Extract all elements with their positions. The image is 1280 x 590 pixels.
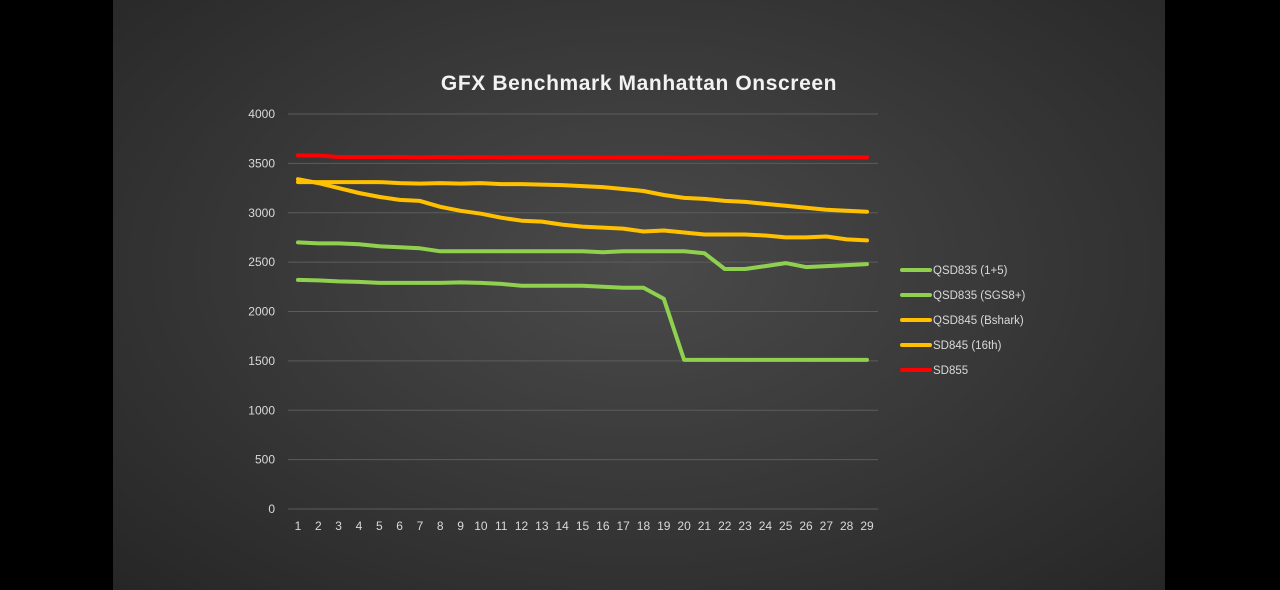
chart-panel: GFX Benchmark Manhattan Onscreen 0 500 100… xyxy=(113,0,1165,590)
x-tick-label: 4 xyxy=(356,519,363,533)
x-tick-label: 26 xyxy=(799,519,813,533)
x-tick-label: 22 xyxy=(718,519,732,533)
x-tick-label: 20 xyxy=(677,519,691,533)
y-tick-label: 0 xyxy=(268,502,275,516)
y-tick-label: 500 xyxy=(255,453,275,467)
x-tick-label: 29 xyxy=(860,519,874,533)
x-tick-label: 27 xyxy=(820,519,834,533)
legend-label: QSD845 (Bshark) xyxy=(933,315,1024,327)
x-axis-ticks: 1 2 3 4 5 6 7 8 9 10 11 12 13 14 15 16 17 18 19 20 21 22 23 24 2… xyxy=(295,519,874,533)
series-line-4 xyxy=(296,180,869,214)
chart-title: GFX Benchmark Manhattan Onscreen xyxy=(441,72,837,95)
series-line-5 xyxy=(296,153,869,160)
x-tick-label: 9 xyxy=(457,519,464,533)
x-tick-label: 19 xyxy=(657,519,671,533)
series-line-3 xyxy=(296,177,869,243)
x-tick-label: 25 xyxy=(779,519,793,533)
gridlines xyxy=(288,113,878,510)
y-tick-label: 3000 xyxy=(248,206,275,220)
x-tick-label: 11 xyxy=(495,519,508,533)
x-tick-label: 7 xyxy=(417,519,424,533)
y-tick-label: 1000 xyxy=(248,403,275,417)
x-tick-label: 18 xyxy=(637,519,651,533)
x-tick-label: 23 xyxy=(738,519,752,533)
x-tick-label: 16 xyxy=(596,519,610,533)
x-tick-label: 17 xyxy=(616,519,630,533)
y-tick-label: 3500 xyxy=(248,156,275,170)
x-tick-label: 12 xyxy=(515,519,529,533)
x-tick-label: 1 xyxy=(295,519,302,533)
series-lines xyxy=(296,153,869,362)
x-tick-label: 13 xyxy=(535,519,549,533)
x-tick-label: 2 xyxy=(315,519,322,533)
x-tick-label: 21 xyxy=(698,519,712,533)
x-tick-label: 10 xyxy=(474,519,488,533)
x-tick-label: 5 xyxy=(376,519,383,533)
x-tick-label: 14 xyxy=(555,519,569,533)
y-tick-label: 4000 xyxy=(248,107,275,121)
y-tick-label: 2500 xyxy=(248,255,275,269)
legend-label: SD845 (16th) xyxy=(933,340,1002,352)
y-tick-label: 1500 xyxy=(248,354,275,368)
y-tick-label: 2000 xyxy=(248,305,275,319)
legend-label: QSD835 (1+5) xyxy=(933,265,1008,277)
legend-label: QSD835 (SGS8+) xyxy=(933,290,1026,302)
x-tick-label: 28 xyxy=(840,519,854,533)
x-tick-label: 3 xyxy=(335,519,342,533)
line-chart: GFX Benchmark Manhattan Onscreen 0500100… xyxy=(248,72,1026,533)
series-line-1 xyxy=(296,240,869,271)
x-tick-label: 24 xyxy=(759,519,773,533)
legend-label: SD855 xyxy=(933,365,968,377)
x-tick-label: 15 xyxy=(576,519,590,533)
x-tick-label: 8 xyxy=(437,519,444,533)
x-tick-label: 6 xyxy=(396,519,403,533)
series-line-2 xyxy=(296,277,869,362)
legend: QSD835 (1+5) QSD835 (SGS8+) QSD845 (Bshark… xyxy=(900,265,1026,377)
y-axis-ticks: 0 500 1000 1500 2000 2500 3000 3500 4000 xyxy=(248,107,275,516)
